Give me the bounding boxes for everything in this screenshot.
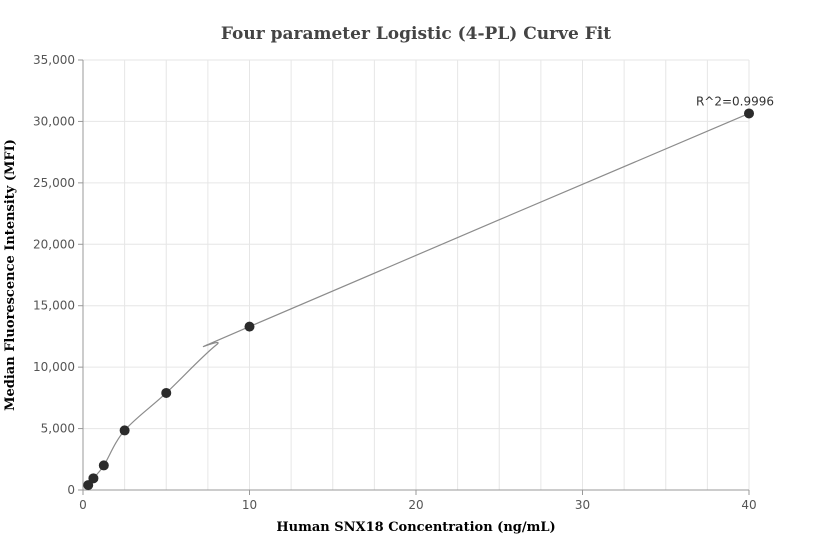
y-axis-label: Median Fluorescence Intensity (MFI) — [3, 139, 18, 411]
data-point[interactable] — [83, 480, 94, 491]
x-tick-label: 40 — [741, 498, 756, 512]
fit-curve — [87, 112, 750, 486]
data-point[interactable] — [119, 425, 130, 436]
y-tick-label: 10,000 — [33, 360, 75, 374]
y-tick-label: 5,000 — [41, 422, 75, 436]
grid — [83, 59, 750, 490]
x-axis-label: Human SNX18 Concentration (ng/mL) — [276, 520, 555, 535]
x-tick-label: 10 — [242, 498, 257, 512]
x-tick-label: 30 — [575, 498, 590, 512]
axes: 0 5,000 10,000 15,000 20,000 25,000 30,000 35,0… — [33, 53, 757, 512]
y-tick-label: 0 — [67, 483, 75, 497]
data-point[interactable] — [244, 321, 255, 332]
data-points — [83, 108, 754, 491]
data-point[interactable] — [98, 460, 109, 471]
data-point[interactable] — [88, 473, 99, 484]
fit-curve-layer — [87, 112, 750, 486]
x-tick-label: 20 — [408, 498, 423, 512]
y-tick-label: 15,000 — [33, 299, 75, 313]
y-tick-label: 30,000 — [33, 114, 75, 128]
y-tick-label: 20,000 — [33, 237, 75, 251]
x-tick-label: 0 — [79, 498, 87, 512]
y-tick-label: 35,000 — [33, 53, 75, 67]
r-squared-annotation: R^2=0.9996 — [696, 94, 774, 108]
y-tick-label: 25,000 — [33, 176, 75, 190]
chart-title: Four parameter Logistic (4-PL) Curve Fit — [221, 24, 611, 44]
data-point[interactable] — [744, 108, 754, 119]
data-point[interactable] — [161, 387, 172, 398]
